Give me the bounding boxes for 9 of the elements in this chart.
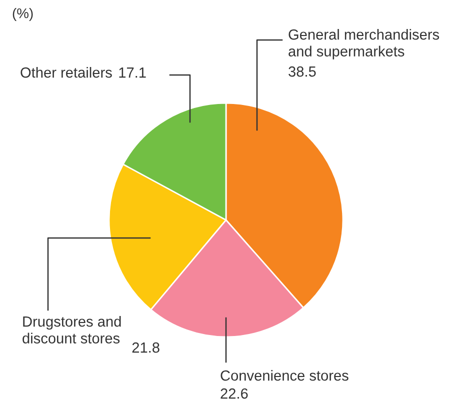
slice-label: Convenience stores [220, 370, 348, 381]
data-label: 22.6 [220, 388, 248, 399]
chart-title: (%) [12, 8, 33, 21]
data-label: 38.5 [288, 66, 316, 77]
slice-label: Drugstores and discount stores [22, 316, 121, 344]
slice-label: Other retailers [20, 67, 112, 78]
data-label: 21.8 [132, 342, 160, 353]
slice-label: General merchandisers and supermarkets [288, 29, 440, 60]
data-label: 17.1 [119, 68, 146, 78]
